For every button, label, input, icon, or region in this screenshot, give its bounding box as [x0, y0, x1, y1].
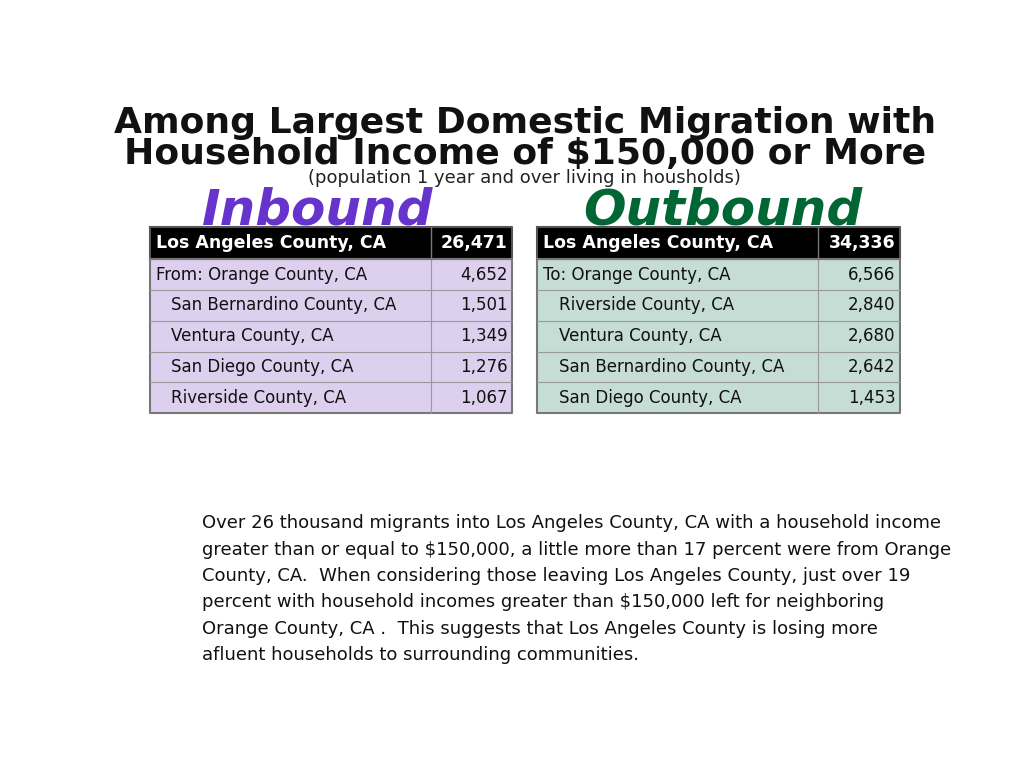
Bar — [538, 227, 900, 260]
Text: From: Orange County, CA: From: Orange County, CA — [156, 266, 367, 283]
Text: 2,840: 2,840 — [848, 296, 895, 314]
Bar — [150, 290, 512, 321]
Text: Outbound: Outbound — [584, 186, 863, 234]
Text: 26,471: 26,471 — [441, 234, 508, 252]
Text: 1,453: 1,453 — [848, 389, 895, 407]
Bar — [538, 352, 900, 382]
Text: Over 26 thousand migrants into Los Angeles County, CA with a household income
gr: Over 26 thousand migrants into Los Angel… — [202, 514, 950, 664]
Text: 1,067: 1,067 — [460, 389, 508, 407]
Text: San Diego County, CA: San Diego County, CA — [559, 389, 741, 407]
Text: Household Income of $150,000 or More: Household Income of $150,000 or More — [124, 137, 926, 170]
Bar — [538, 260, 900, 290]
Text: Ventura County, CA: Ventura County, CA — [171, 327, 334, 346]
Text: 6,566: 6,566 — [848, 266, 895, 283]
Text: 34,336: 34,336 — [828, 234, 895, 252]
Bar — [538, 290, 900, 321]
Bar — [150, 321, 512, 352]
Bar — [538, 321, 900, 352]
Text: 1,276: 1,276 — [460, 358, 508, 376]
Text: 2,680: 2,680 — [848, 327, 895, 346]
Bar — [150, 260, 512, 290]
Text: Ventura County, CA: Ventura County, CA — [559, 327, 722, 346]
Text: To: Orange County, CA: To: Orange County, CA — [544, 266, 731, 283]
Bar — [538, 382, 900, 413]
Text: 4,652: 4,652 — [460, 266, 508, 283]
Text: San Bernardino County, CA: San Bernardino County, CA — [559, 358, 784, 376]
Bar — [150, 382, 512, 413]
Text: 1,349: 1,349 — [460, 327, 508, 346]
Text: Among Largest Domestic Migration with: Among Largest Domestic Migration with — [114, 106, 936, 140]
Text: Riverside County, CA: Riverside County, CA — [559, 296, 734, 314]
Text: Riverside County, CA: Riverside County, CA — [171, 389, 346, 407]
Bar — [150, 352, 512, 382]
Text: Inbound: Inbound — [202, 186, 433, 234]
Text: 2,642: 2,642 — [848, 358, 895, 376]
Text: Los Angeles County, CA: Los Angeles County, CA — [156, 234, 386, 252]
Text: 1,501: 1,501 — [460, 296, 508, 314]
Text: San Bernardino County, CA: San Bernardino County, CA — [171, 296, 396, 314]
Text: (population 1 year and over living in housholds): (population 1 year and over living in ho… — [308, 169, 741, 187]
Text: Los Angeles County, CA: Los Angeles County, CA — [544, 234, 773, 252]
Bar — [150, 227, 512, 260]
Text: San Diego County, CA: San Diego County, CA — [171, 358, 354, 376]
